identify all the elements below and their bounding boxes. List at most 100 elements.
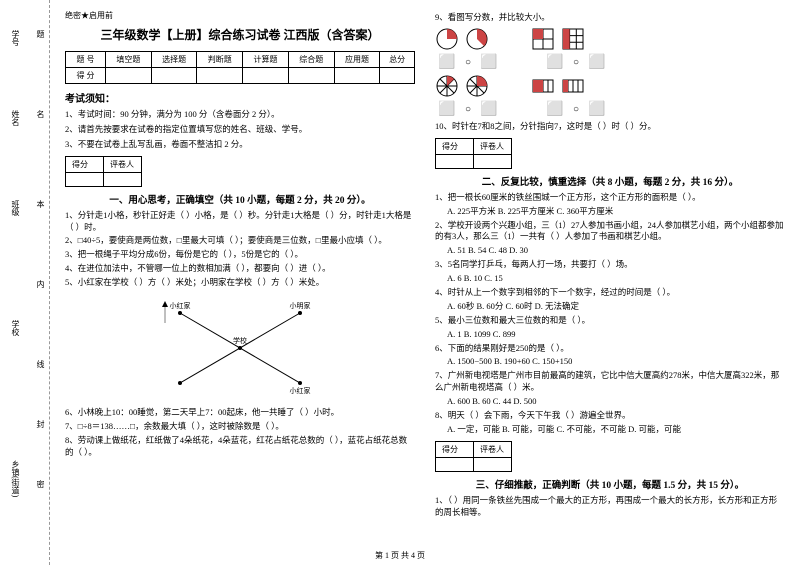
frac-blank[interactable]: ⬜ (543, 54, 567, 71)
section-scorebox: 得分评卷人 (435, 138, 512, 169)
side-char-5: 封 (35, 420, 46, 428)
s2q2: 2、学校开设两个兴趣小组，三（1）27人参加书画小组，24人参加棋艺小组，两个小… (435, 220, 785, 244)
side-char-6: 密 (35, 480, 46, 488)
s2q4: 4、时针从上一个数字到相邻的下一个数字，经过的时间是（ ）。 (435, 287, 785, 299)
score-cell[interactable] (243, 68, 289, 84)
sb-blank[interactable] (66, 172, 104, 186)
s2q7-opts: A. 600 B. 60 C. 44 D. 500 (435, 396, 785, 408)
s2q5-opts: A. 1 B. 1099 C. 899 (435, 329, 785, 341)
s2q6: 6、下面的结果刚好是250的是（ ）。 (435, 343, 785, 355)
field-class: 班级 (10, 200, 21, 216)
th-total: 总分 (380, 52, 415, 68)
s2q2-opts: A. 51 B. 54 C. 48 D. 30 (435, 245, 785, 257)
circle-symbol: ○ (465, 104, 471, 115)
section-scorebox: 得分评卷人 (435, 441, 512, 472)
s2q5: 5、最小三位数和最大三位数的和是（ ）。 (435, 315, 785, 327)
sb-score: 得分 (436, 138, 474, 154)
s2q6-opts: A. 1500−500 B. 190+60 C. 150+150 (435, 356, 785, 368)
square-grid-icon (561, 27, 585, 51)
fraction-row-1 (435, 27, 785, 51)
frac-blank[interactable]: ⬜ (585, 101, 609, 118)
confidential-label: 绝密★启用前 (65, 10, 415, 21)
field-school: 学校 (10, 320, 21, 336)
field-id: 学号 (10, 30, 21, 46)
circle-fraction-icon (435, 74, 459, 98)
s2q1-opts: A. 225平方米 B. 225平方厘米 C. 360平方厘米 (435, 206, 785, 218)
svg-text:小红家: 小红家 (170, 301, 191, 310)
section1-title: 一、用心思考，正确填空（共 10 小题，每题 2 分，共 20 分）。 (65, 192, 415, 206)
page-footer: 第 1 页 共 4 页 (0, 550, 800, 561)
q5: 5、小红家在学校（ ）方（ ）米处；小明家在学校（ ）方（ ）米处。 (65, 277, 415, 289)
score-cell[interactable] (106, 68, 152, 84)
score-cell[interactable] (288, 68, 334, 84)
circle-fraction-icon (435, 27, 459, 51)
s2q8: 8、明天（ ）会下雨，今天下午我（ ）游遍全世界。 (435, 410, 785, 422)
sb-blank[interactable] (474, 457, 512, 471)
th-choice: 选择题 (151, 52, 197, 68)
s2q3: 3、5名同学打乒乓，每两人打一场，共要打（ ）场。 (435, 259, 785, 271)
sb-score: 得分 (66, 156, 104, 172)
q2: 2、□40÷5，要使商是两位数，□里最大可填（ ）；要使商是三位数，□里最小应填… (65, 235, 415, 247)
section-scorebox: 得分评卷人 (65, 156, 142, 187)
th-judge: 判断题 (197, 52, 243, 68)
frac-blank[interactable]: ⬜ (477, 54, 501, 71)
circle-symbol: ○ (573, 57, 579, 68)
q7: 7、□÷8＝138……□，余数最大填（ ），这时被除数是（ ）。 (65, 421, 415, 433)
th-fill: 填空题 (106, 52, 152, 68)
exam-title: 三年级数学【上册】综合练习试卷 江西版（含答案） (65, 26, 415, 43)
sb-grader: 评卷人 (474, 138, 512, 154)
frac-blank[interactable]: ⬜ (435, 101, 459, 118)
score-cell[interactable] (151, 68, 197, 84)
s2q3-opts: A. 6 B. 10 C. 15 (435, 273, 785, 285)
direction-diagram: 学校 小明家 小红家 小红家 (65, 293, 415, 403)
s2q1: 1、把一根长60厘米的铁丝围城一个正方形，这个正方形的面积是（ ）。 (435, 192, 785, 204)
circle-symbol: ○ (573, 104, 579, 115)
q9: 9、看图写分数，并比较大小。 (435, 12, 785, 24)
sb-blank[interactable] (436, 154, 474, 168)
s2q8-opts: A. 一定，可能 B. 可能，可能 C. 不可能，不可能 D. 可能，可能 (435, 424, 785, 436)
q6: 6、小林晚上10：00睡觉，第二天早上7：00起床，他一共睡了（ ）小时。 (65, 407, 415, 419)
sb-blank[interactable] (436, 457, 474, 471)
svg-text:学校: 学校 (233, 336, 247, 345)
sb-blank[interactable] (104, 172, 142, 186)
th-comp: 综合题 (288, 52, 334, 68)
square-grid-icon (531, 27, 555, 51)
field-name: 姓名 (10, 110, 21, 126)
score-summary-table: 题 号 填空题 选择题 判断题 计算题 综合题 应用题 总分 得 分 (65, 51, 415, 84)
q1: 1、分针走1小格，秒针正好走（ ）小格，是（ ）秒。分针走1大格是（ ）分，时针… (65, 210, 415, 234)
s3q1: 1、（ ）用同一条铁丝先围成一个最大的正方形，再围成一个最大的长方形，长方形和正… (435, 495, 785, 519)
side-char-1: 名 (35, 110, 46, 118)
bar-fraction-icon (561, 74, 585, 98)
q3: 3、把一根绳子平均分成6份，每份是它的（ ），5份是它的（ ）。 (65, 249, 415, 261)
sb-blank[interactable] (474, 154, 512, 168)
score-cell[interactable] (197, 68, 243, 84)
section2-title: 二、反复比较，慎重选择（共 8 小题，每题 2 分，共 16 分）。 (435, 174, 785, 188)
frac-blank[interactable]: ⬜ (477, 101, 501, 118)
field-town: 乡镇(街道) (10, 460, 21, 497)
td-score-label: 得 分 (66, 68, 106, 84)
section3-title: 三、仔细推敲，正确判断（共 10 小题，每题 1.5 分，共 15 分）。 (435, 477, 785, 491)
notice-item: 2、请首先按要求在试卷的指定位置填写您的姓名、班级、学号。 (65, 124, 415, 136)
q10: 10、时针在7和8之间，分针指向7，这时是（ ）时（ ）分。 (435, 121, 785, 133)
q8: 8、劳动课上做纸花，红纸做了4朵纸花，4朵蓝花，红花占纸花总数的（ ），蓝花占纸… (65, 435, 415, 459)
notice-item: 1、考试时间：90 分钟，满分为 100 分（含卷面分 2 分）。 (65, 109, 415, 121)
frac-blank[interactable]: ⬜ (435, 54, 459, 71)
side-char-2: 本 (35, 200, 46, 208)
sb-score: 得分 (436, 441, 474, 457)
circle-fraction-icon (465, 74, 489, 98)
s2q7: 7、广州新电视塔是广州市目前最高的建筑，它比中信大厦高约278米，中信大厦高32… (435, 370, 785, 394)
binding-margin: 学号 姓名 班级 学校 乡镇(街道) 题 名 本 内 线 封 密 (0, 0, 50, 565)
frac-blank[interactable]: ⬜ (585, 54, 609, 71)
compare-row-1: ⬜ ○ ⬜ ⬜ ○ ⬜ (435, 54, 785, 71)
score-cell[interactable] (380, 68, 415, 84)
th-num: 题 号 (66, 52, 106, 68)
side-char-4: 线 (35, 360, 46, 368)
frac-blank[interactable]: ⬜ (543, 101, 567, 118)
svg-text:小明家: 小明家 (290, 301, 311, 310)
circle-fraction-icon (465, 27, 489, 51)
notice-heading: 考试须知： (65, 90, 415, 105)
th-calc: 计算题 (243, 52, 289, 68)
right-column: 9、看图写分数，并比较大小。 ⬜ ○ ⬜ ⬜ ○ ⬜ (435, 10, 785, 555)
score-cell[interactable] (334, 68, 380, 84)
s2q4-opts: A. 60秒 B. 60分 C. 60时 D. 无法确定 (435, 301, 785, 313)
